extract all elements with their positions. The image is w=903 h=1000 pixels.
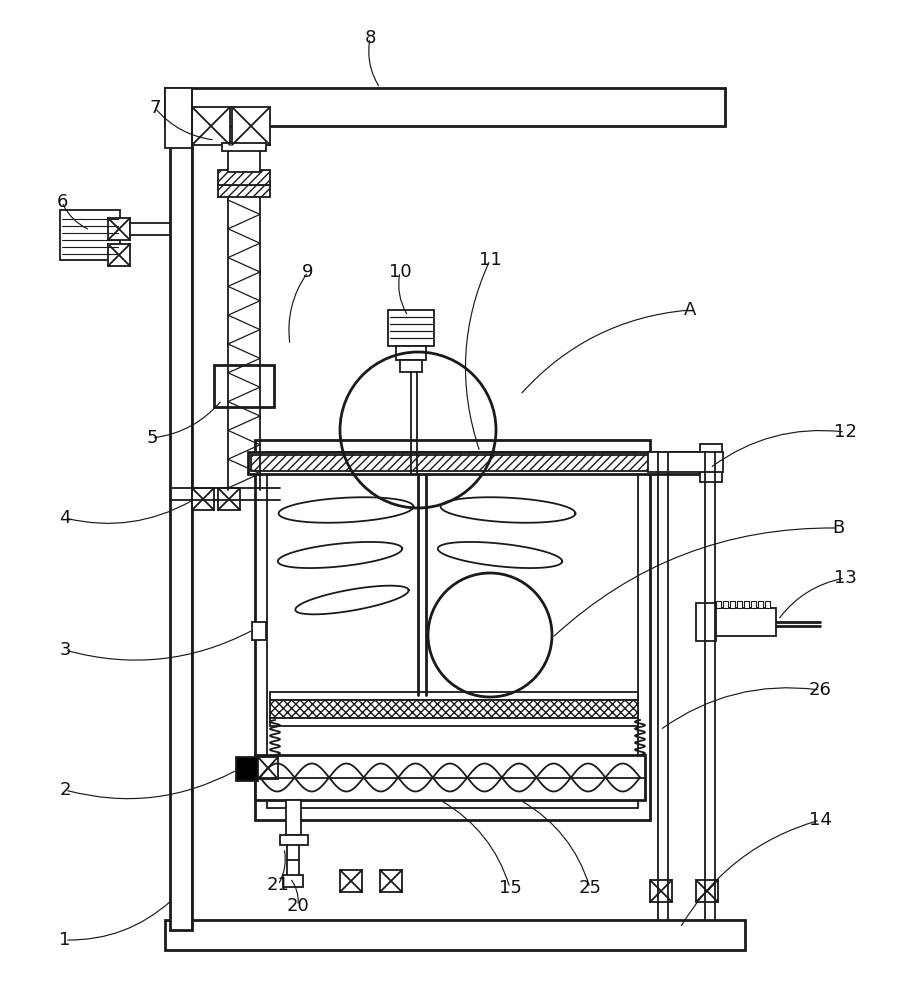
Text: 21: 21 [266,876,289,894]
Polygon shape [437,542,562,568]
Bar [107,218,130,240]
Text: 20: 20 [286,897,309,915]
Bar [743,601,749,608]
Bar [170,90,191,930]
Bar [699,444,721,482]
Bar [255,440,649,820]
Polygon shape [277,542,402,568]
Text: 12: 12 [833,423,855,441]
Bar [270,700,638,718]
Text: 2: 2 [60,781,70,799]
Text: 13: 13 [833,569,855,587]
Text: A: A [683,301,695,319]
Bar [649,880,671,902]
Bar [255,755,644,800]
Bar [236,757,257,781]
Bar [285,800,301,835]
Bar [280,835,308,845]
Bar [247,452,719,474]
Bar [228,148,260,172]
Bar [283,875,303,887]
Bar [387,310,433,346]
Text: 5: 5 [146,429,158,447]
Bar [191,488,214,510]
Text: 10: 10 [388,263,411,281]
Bar [695,880,717,902]
Polygon shape [278,497,413,523]
Bar [730,601,734,608]
Text: B: B [831,519,843,537]
Bar [715,601,721,608]
Bar [257,757,278,779]
Bar [695,603,715,641]
Text: 14: 14 [807,811,831,829]
Bar [713,608,775,636]
Bar [252,622,265,640]
Text: 8: 8 [364,29,376,47]
Polygon shape [440,497,575,523]
Bar [757,601,762,608]
Bar [399,360,422,372]
Text: 1: 1 [60,931,70,949]
Bar [251,455,716,471]
Bar [60,210,120,260]
Bar [750,601,755,608]
Bar [214,365,274,407]
Text: 15: 15 [498,879,521,897]
Text: 6: 6 [56,193,68,211]
Bar [218,170,270,185]
Text: 11: 11 [478,251,501,269]
Text: 26: 26 [807,681,831,699]
Text: 25: 25 [578,879,600,897]
Bar [764,601,769,608]
Bar [165,88,191,148]
Bar [266,452,638,808]
Bar [191,107,229,145]
Bar [130,223,170,235]
Bar [736,601,741,608]
Polygon shape [295,586,408,614]
Text: 7: 7 [149,99,161,117]
Text: 3: 3 [60,641,70,659]
Bar [270,692,638,700]
Bar [218,185,270,197]
Bar [379,870,402,892]
Text: 9: 9 [302,263,313,281]
Bar [340,870,361,892]
Bar [222,143,265,151]
Bar [218,488,239,510]
Bar [232,107,270,145]
Bar [270,718,638,726]
Bar [396,346,425,360]
Text: 4: 4 [60,509,70,527]
Bar [165,88,724,126]
Bar [165,920,744,950]
Bar [722,601,727,608]
Bar [647,452,722,472]
Bar [107,244,130,266]
